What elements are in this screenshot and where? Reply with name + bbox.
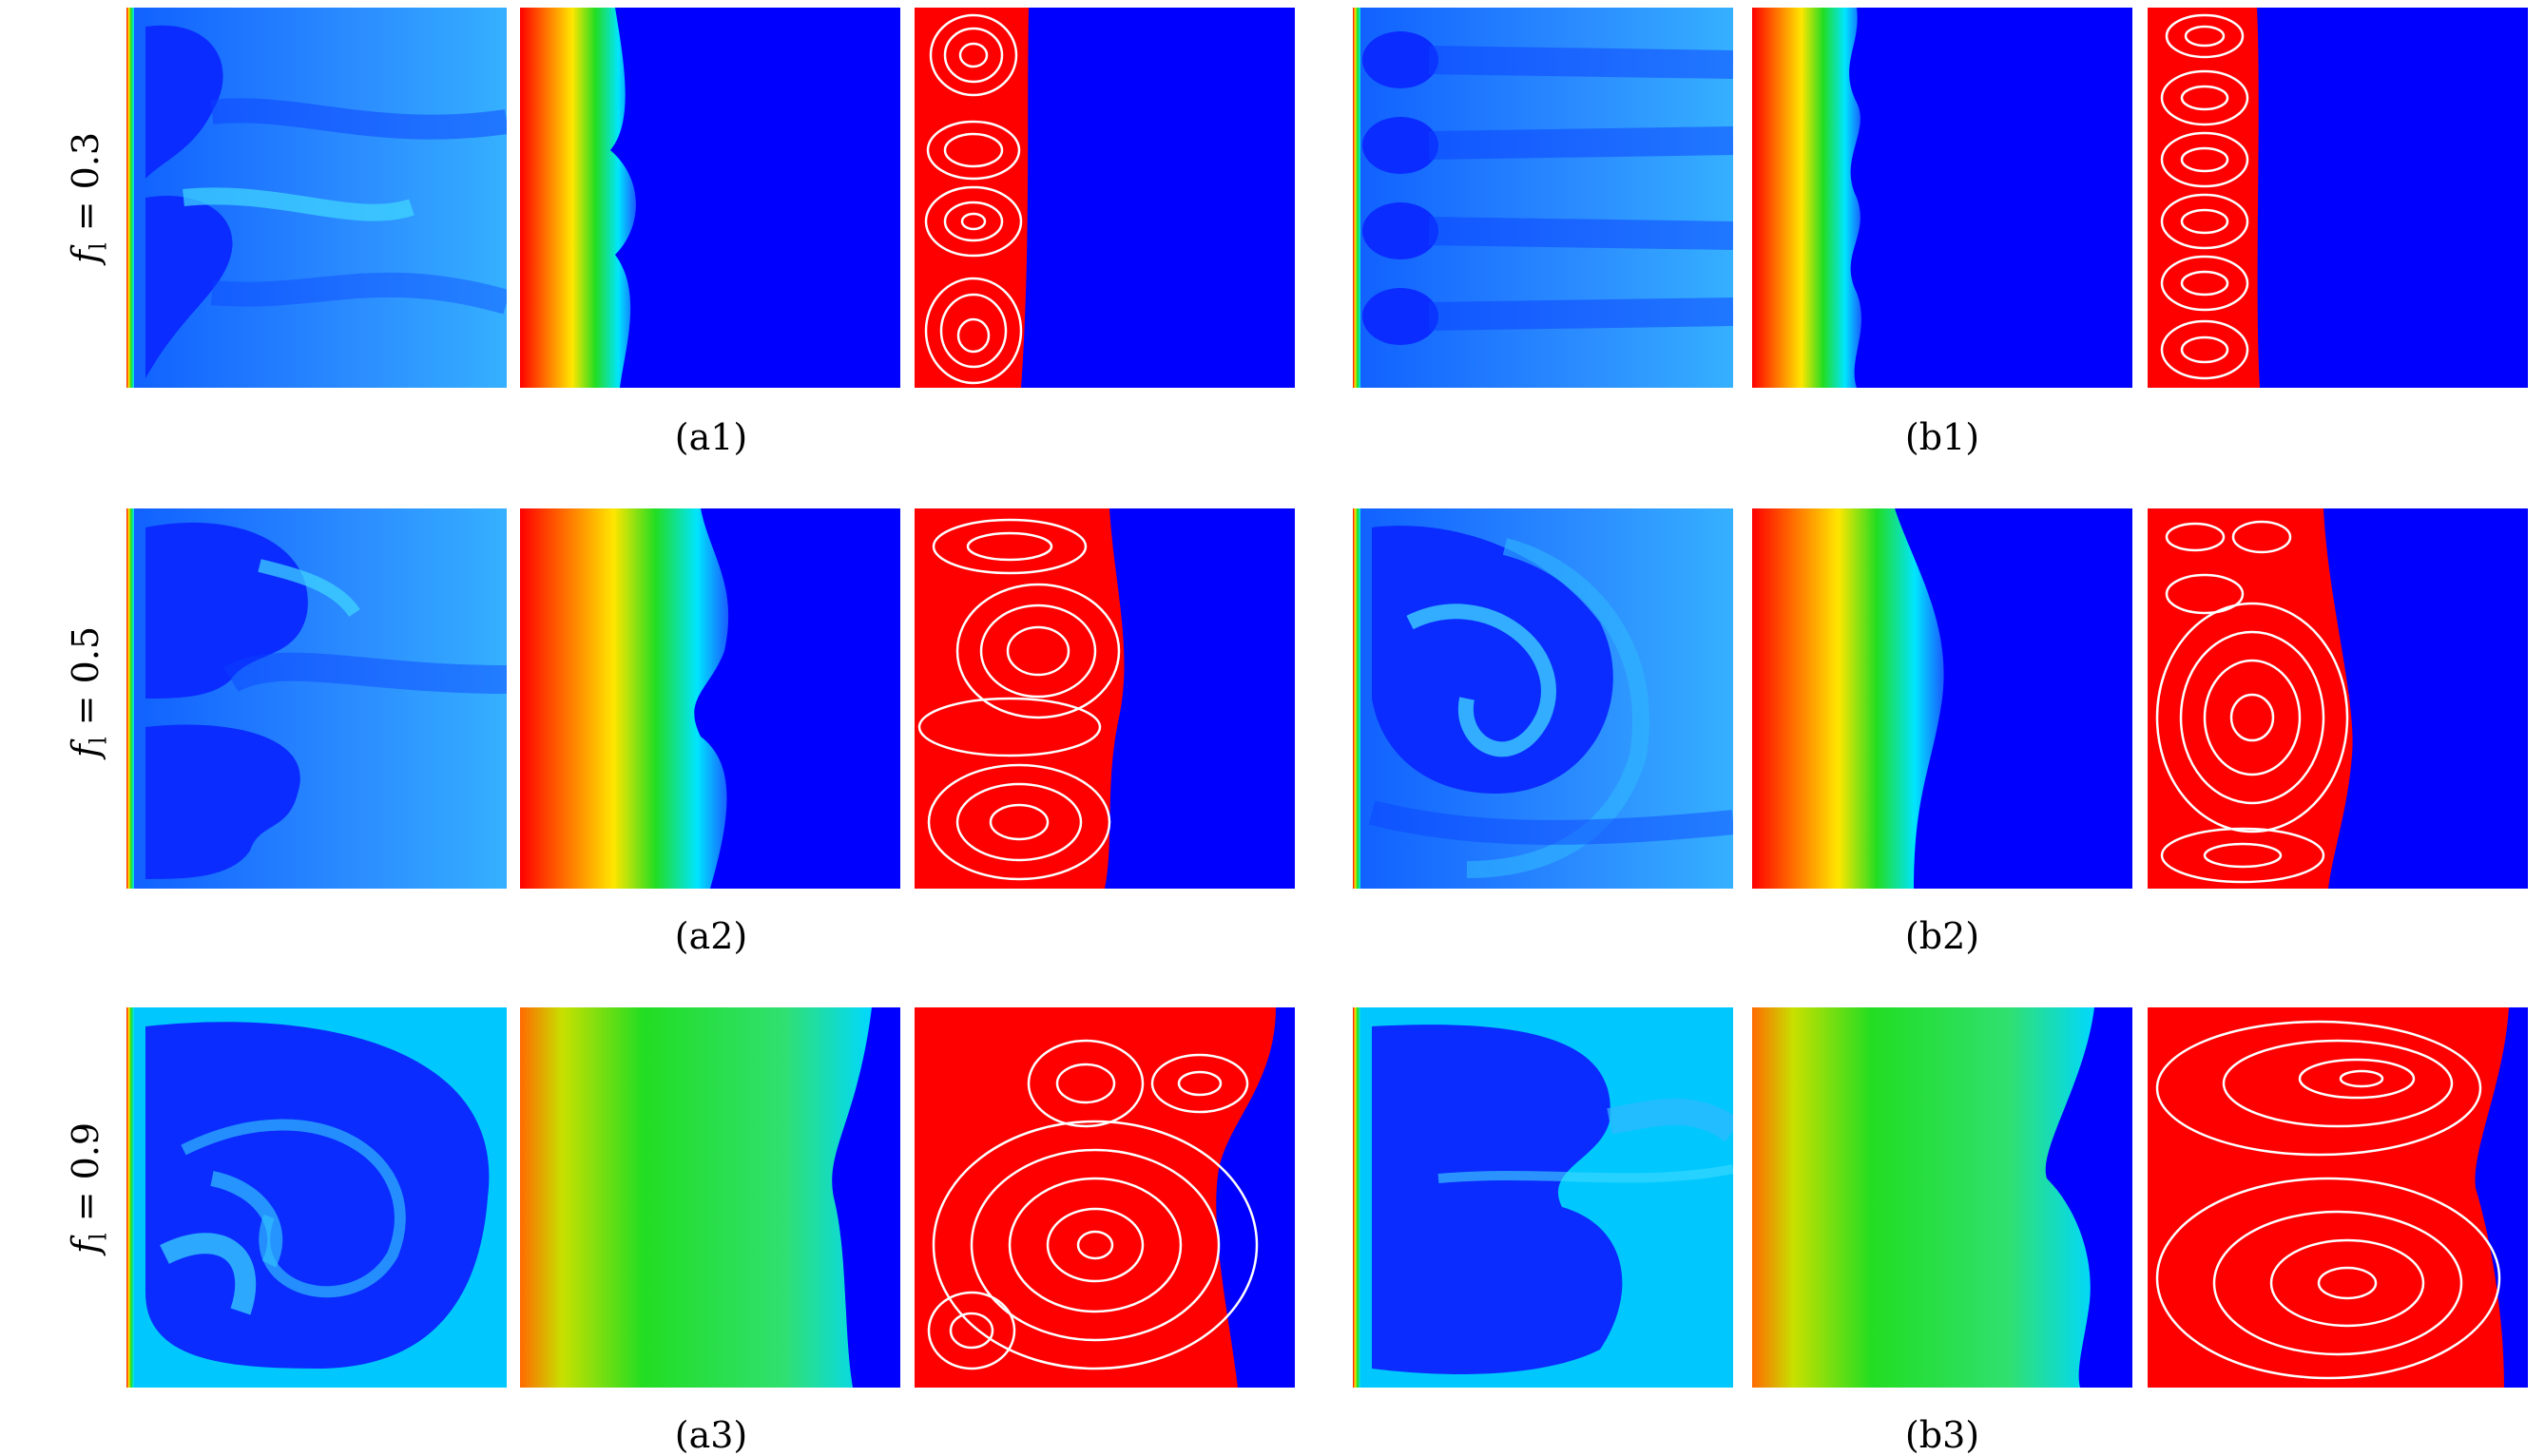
caption-b1: (b1) (1904, 416, 1980, 458)
panel-a2-temperature (520, 508, 900, 889)
panel-b3-concentration (1353, 1007, 1733, 1388)
panel-b1-concentration (1353, 8, 1733, 388)
panel-b2-temperature (1752, 508, 2132, 889)
panel-b2-streamlines (2148, 508, 2528, 889)
row-label-2: fl = 0.5 (65, 625, 112, 758)
row-label-1: fl = 0.3 (65, 131, 112, 264)
caption-a3: (a3) (674, 1414, 748, 1456)
panel-a1-streamlines (915, 8, 1295, 388)
panel-a2-streamlines (915, 508, 1295, 889)
panel-a3-streamlines (915, 1007, 1295, 1388)
caption-b3: (b3) (1904, 1414, 1980, 1456)
panel-b2-concentration (1353, 508, 1733, 889)
panel-a1-concentration (126, 8, 507, 388)
panel-a2-concentration (126, 508, 507, 889)
panel-b1-streamlines (2148, 8, 2528, 388)
caption-a2: (a2) (674, 915, 748, 957)
panel-b1-temperature (1752, 8, 2132, 388)
panel-b3-streamlines (2148, 1007, 2528, 1388)
panel-a3-temperature (520, 1007, 900, 1388)
panel-b3-temperature (1752, 1007, 2132, 1388)
panel-a3-concentration (126, 1007, 507, 1388)
caption-a1: (a1) (674, 416, 748, 458)
row-label-3: fl = 0.9 (65, 1121, 112, 1255)
panel-a1-temperature (520, 8, 900, 388)
caption-b2: (b2) (1904, 915, 1980, 957)
